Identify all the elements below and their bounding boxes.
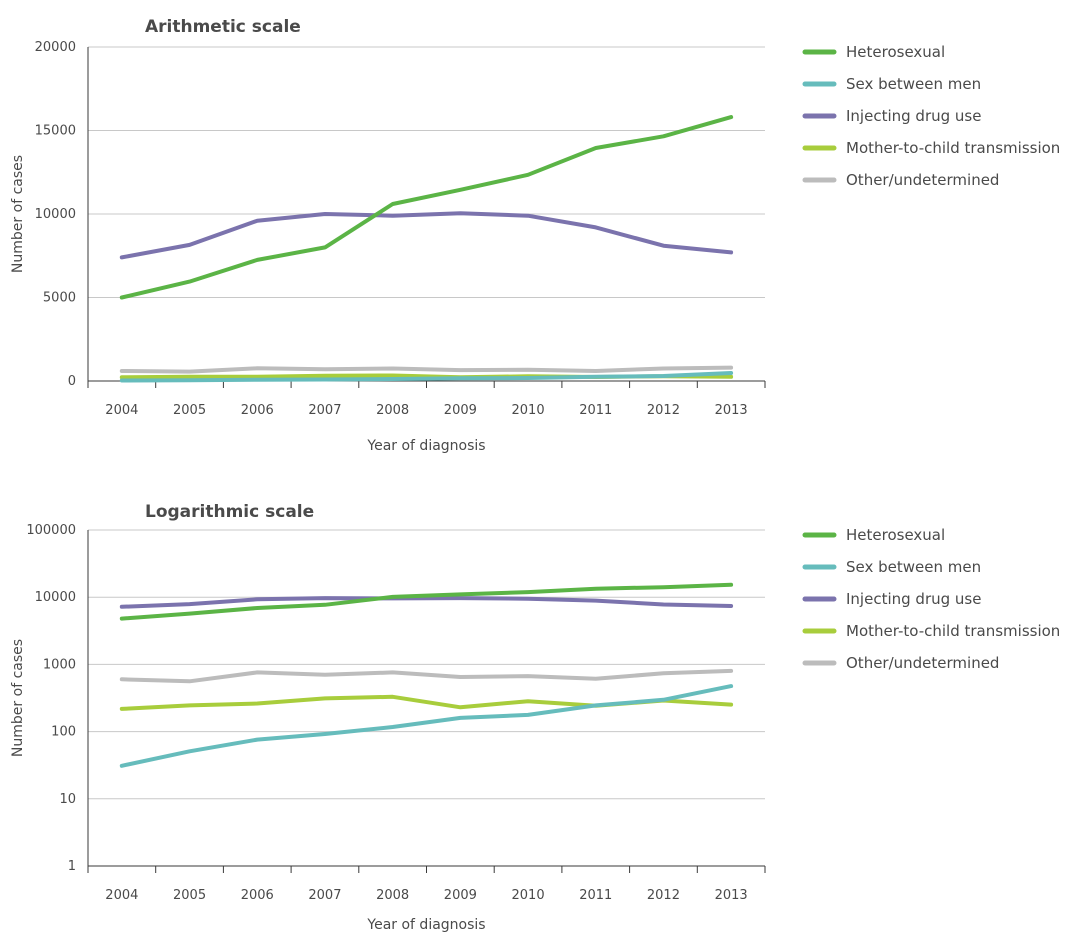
y-tick-label: 10000: [35, 207, 76, 222]
x-tick-label: 2009: [444, 888, 477, 903]
x-tick-label: 2012: [647, 888, 680, 903]
x-tick-label: 2008: [376, 888, 409, 903]
x-tick-label: 2010: [512, 403, 545, 418]
y-tick-label: 20000: [35, 40, 76, 55]
series-line-heterosexual: [119, 115, 734, 300]
series-line-other-undetermined: [119, 365, 734, 374]
x-tick-label: 2006: [241, 403, 274, 418]
legend-entry: Sex between men: [846, 75, 981, 93]
x-tick-label: 2013: [715, 888, 748, 903]
x-tick-label: 2011: [579, 403, 612, 418]
x-tick-label: 2011: [579, 888, 612, 903]
series-line-injecting-drug-use: [119, 596, 734, 609]
legend-entry: Heterosexual: [846, 43, 945, 61]
x-tick-label: 2005: [173, 888, 206, 903]
legend-entry: Other/undetermined: [846, 654, 999, 672]
chart-1: Arithmetic scale 0 5000 10000 15000 20000 2004…: [10, 17, 1060, 454]
x-tick-label: 2008: [376, 403, 409, 418]
legend-entry: Sex between men: [846, 558, 981, 576]
series-line-sex-between-men: [119, 371, 734, 383]
legend-entry: Mother-to-child transmission: [846, 139, 1060, 157]
y-tick-label: 100: [51, 725, 76, 740]
y-axis-label: Number of cases: [10, 639, 26, 757]
legend-entry: Other/undetermined: [846, 171, 999, 189]
legend-entry: Heterosexual: [846, 526, 945, 544]
legend-entry: Injecting drug use: [846, 590, 981, 608]
legend-entry: Mother-to-child transmission: [846, 622, 1060, 640]
y-tick-label: 5000: [43, 291, 76, 306]
chart-title: Arithmetic scale: [145, 17, 301, 37]
legend-entry: Injecting drug use: [846, 107, 981, 125]
series-line-sex-between-men: [119, 684, 734, 768]
y-tick-label: 1000: [43, 657, 76, 672]
y-tick-label: 0: [68, 374, 76, 389]
x-tick-label: 2010: [512, 888, 545, 903]
x-tick-label: 2007: [308, 403, 341, 418]
chart-2: Logarithmic scale 1 10 100 1000 10000 100000 20…: [10, 502, 1060, 933]
y-tick-label: 10: [59, 792, 76, 807]
y-tick-label: 10000: [35, 590, 76, 605]
x-tick-label: 2013: [715, 403, 748, 418]
x-tick-label: 2004: [105, 888, 138, 903]
series-line-injecting-drug-use: [119, 211, 734, 260]
series-line-other-undetermined: [119, 668, 734, 684]
x-tick-label: 2009: [444, 403, 477, 418]
y-tick-label: 1: [68, 859, 76, 874]
x-tick-label: 2007: [308, 888, 341, 903]
x-axis-label: Year of diagnosis: [366, 438, 485, 454]
x-tick-label: 2004: [105, 403, 138, 418]
series-line-heterosexual: [119, 582, 734, 621]
y-tick-label: 15000: [35, 124, 76, 139]
x-tick-label: 2012: [647, 403, 680, 418]
y-axis-label: Number of cases: [10, 155, 26, 273]
chart-title: Logarithmic scale: [145, 502, 314, 522]
x-axis-label: Year of diagnosis: [366, 917, 485, 933]
x-tick-label: 2006: [241, 888, 274, 903]
x-tick-label: 2005: [173, 403, 206, 418]
y-tick-label: 100000: [26, 523, 76, 538]
